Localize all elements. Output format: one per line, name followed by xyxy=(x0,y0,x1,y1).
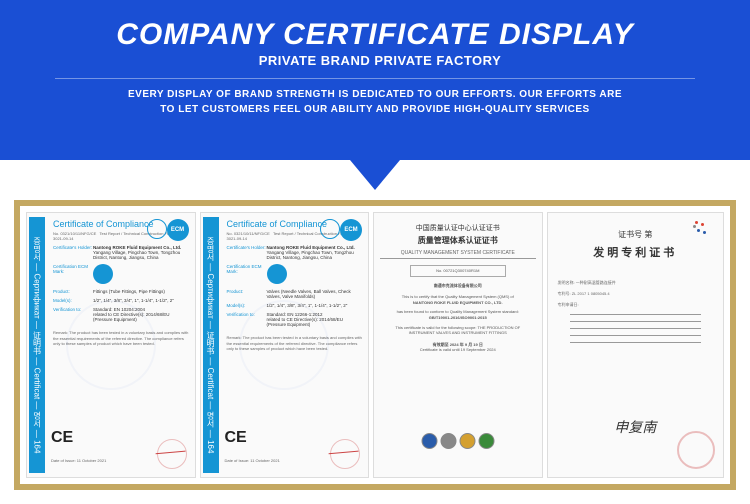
org-name: 中国质量认证中心认证证书 xyxy=(380,223,536,233)
mark-icon xyxy=(267,264,363,285)
stamp-icon xyxy=(157,439,187,469)
cert-spine: 증명서 — Сертификат — 证明书 — Certificat — 명서… xyxy=(29,217,45,473)
cert-num-label: 证书号 第 xyxy=(558,229,714,240)
company: 南通市克流体设备有限公司 xyxy=(380,283,536,289)
body: This is to certify that the Quality Mana… xyxy=(380,294,536,300)
divider-line xyxy=(55,78,695,79)
ce-mark: CE xyxy=(51,429,73,447)
valid: 有效期至 2024 年 9 月 19 日Certificate is valid… xyxy=(380,342,536,353)
stamp-icon xyxy=(330,439,360,469)
main-title: COMPANY CERTIFICATE DISPLAY xyxy=(116,18,634,52)
label: Model(s): xyxy=(53,298,93,303)
cert-date: Date of Issue: 11 October 2021 xyxy=(225,458,280,463)
ce-mark: CE xyxy=(225,429,247,447)
accreditation-badges xyxy=(421,433,494,449)
signature: 申复南 xyxy=(614,417,656,437)
seal-icon xyxy=(320,219,340,239)
value: Fittings (Tube Fittings, Pipe Fittings) xyxy=(93,289,189,294)
watermark-icon xyxy=(66,300,156,390)
certificate-compliance-2: 증명서 — Сертификат — 证明书 — Certificat — 명서… xyxy=(200,212,370,478)
iaf-badge-icon xyxy=(421,433,437,449)
label: Certification ECM Mark: xyxy=(53,264,93,285)
body: NANTONG ROKE FLUID EQUIPMENT CO., LTD. xyxy=(380,300,536,306)
cert-title: 质量管理体系认证证书 xyxy=(380,235,536,246)
ecm-badge-icon: ECM xyxy=(167,219,189,241)
title-row: COMPANY CERTIFICATE DISPLAY PRIVATE BRAN… xyxy=(0,18,750,70)
seal-icon xyxy=(147,219,167,239)
value: Nantong ROKE Fluid Equipment Co., Ltd.Ya… xyxy=(93,245,189,260)
scope: This certificate is valid for the follow… xyxy=(380,325,536,336)
label: Certificate's Holder: xyxy=(53,245,93,260)
watermark-icon xyxy=(239,300,329,390)
value: Valves (Needle Valves, Ball Valves, Chec… xyxy=(267,289,363,299)
cert-spine: 증명서 — Сертификат — 证明书 — Certificat — 명서… xyxy=(203,217,219,473)
tagline: PRIVATE BRAND PRIVATE FACTORY xyxy=(259,53,502,68)
red-seal-icon xyxy=(677,431,715,469)
subtitle-1: EVERY DISPLAY OF BRAND STRENGTH IS DEDIC… xyxy=(0,87,750,102)
cert-title: 发明专利证书 xyxy=(558,244,714,260)
certificate-patent: 证书号 第 发明专利证书 发明名称: 一种耐高温管路连接件 专利号: ZL 20… xyxy=(547,212,725,478)
cert-body: 发明名称: 一种耐高温管路连接件 专利号: ZL 2017 1 0805045.… xyxy=(558,280,714,343)
label: Certification ECM Mark: xyxy=(227,264,267,285)
ecm-badge-icon: ECM xyxy=(340,219,362,241)
cert-number: No. 00721Q300740R1M xyxy=(410,265,506,277)
std: has been found to conform to Quality Man… xyxy=(380,309,536,320)
label: Product: xyxy=(227,289,267,299)
cert-date: Date of Issue: 11 October 2021 xyxy=(51,458,106,463)
cert-subtitle: QUALITY MANAGEMENT SYSTEM CERTIFICATE xyxy=(380,250,536,259)
certificate-qms: 中国质量认证中心认证证书 质量管理体系认证证书 QUALITY MANAGEME… xyxy=(373,212,543,478)
certificate-compliance-1: 증명서 — Сертификат — 证明书 — Certificat — 명서… xyxy=(26,212,196,478)
label: Product: xyxy=(53,289,93,294)
patent-logo-icon xyxy=(695,221,713,239)
subtitle-2: TO LET CUSTOMERS FEEL OUR ABILITY AND PR… xyxy=(0,102,750,117)
mark-icon xyxy=(93,264,189,285)
cnas-badge-icon xyxy=(459,433,475,449)
triangle-pointer-icon xyxy=(350,160,400,190)
cqc-badge-icon xyxy=(478,433,494,449)
header-banner: COMPANY CERTIFICATE DISPLAY PRIVATE BRAN… xyxy=(0,0,750,160)
label: Certificate's Holder: xyxy=(227,245,267,260)
iso-badge-icon xyxy=(440,433,456,449)
certificate-gallery: 증명서 — Сертификат — 证明书 — Certificat — 명서… xyxy=(14,200,736,490)
value: Nantong ROKE Fluid Equipment Co., Ltd.Ya… xyxy=(267,245,363,260)
